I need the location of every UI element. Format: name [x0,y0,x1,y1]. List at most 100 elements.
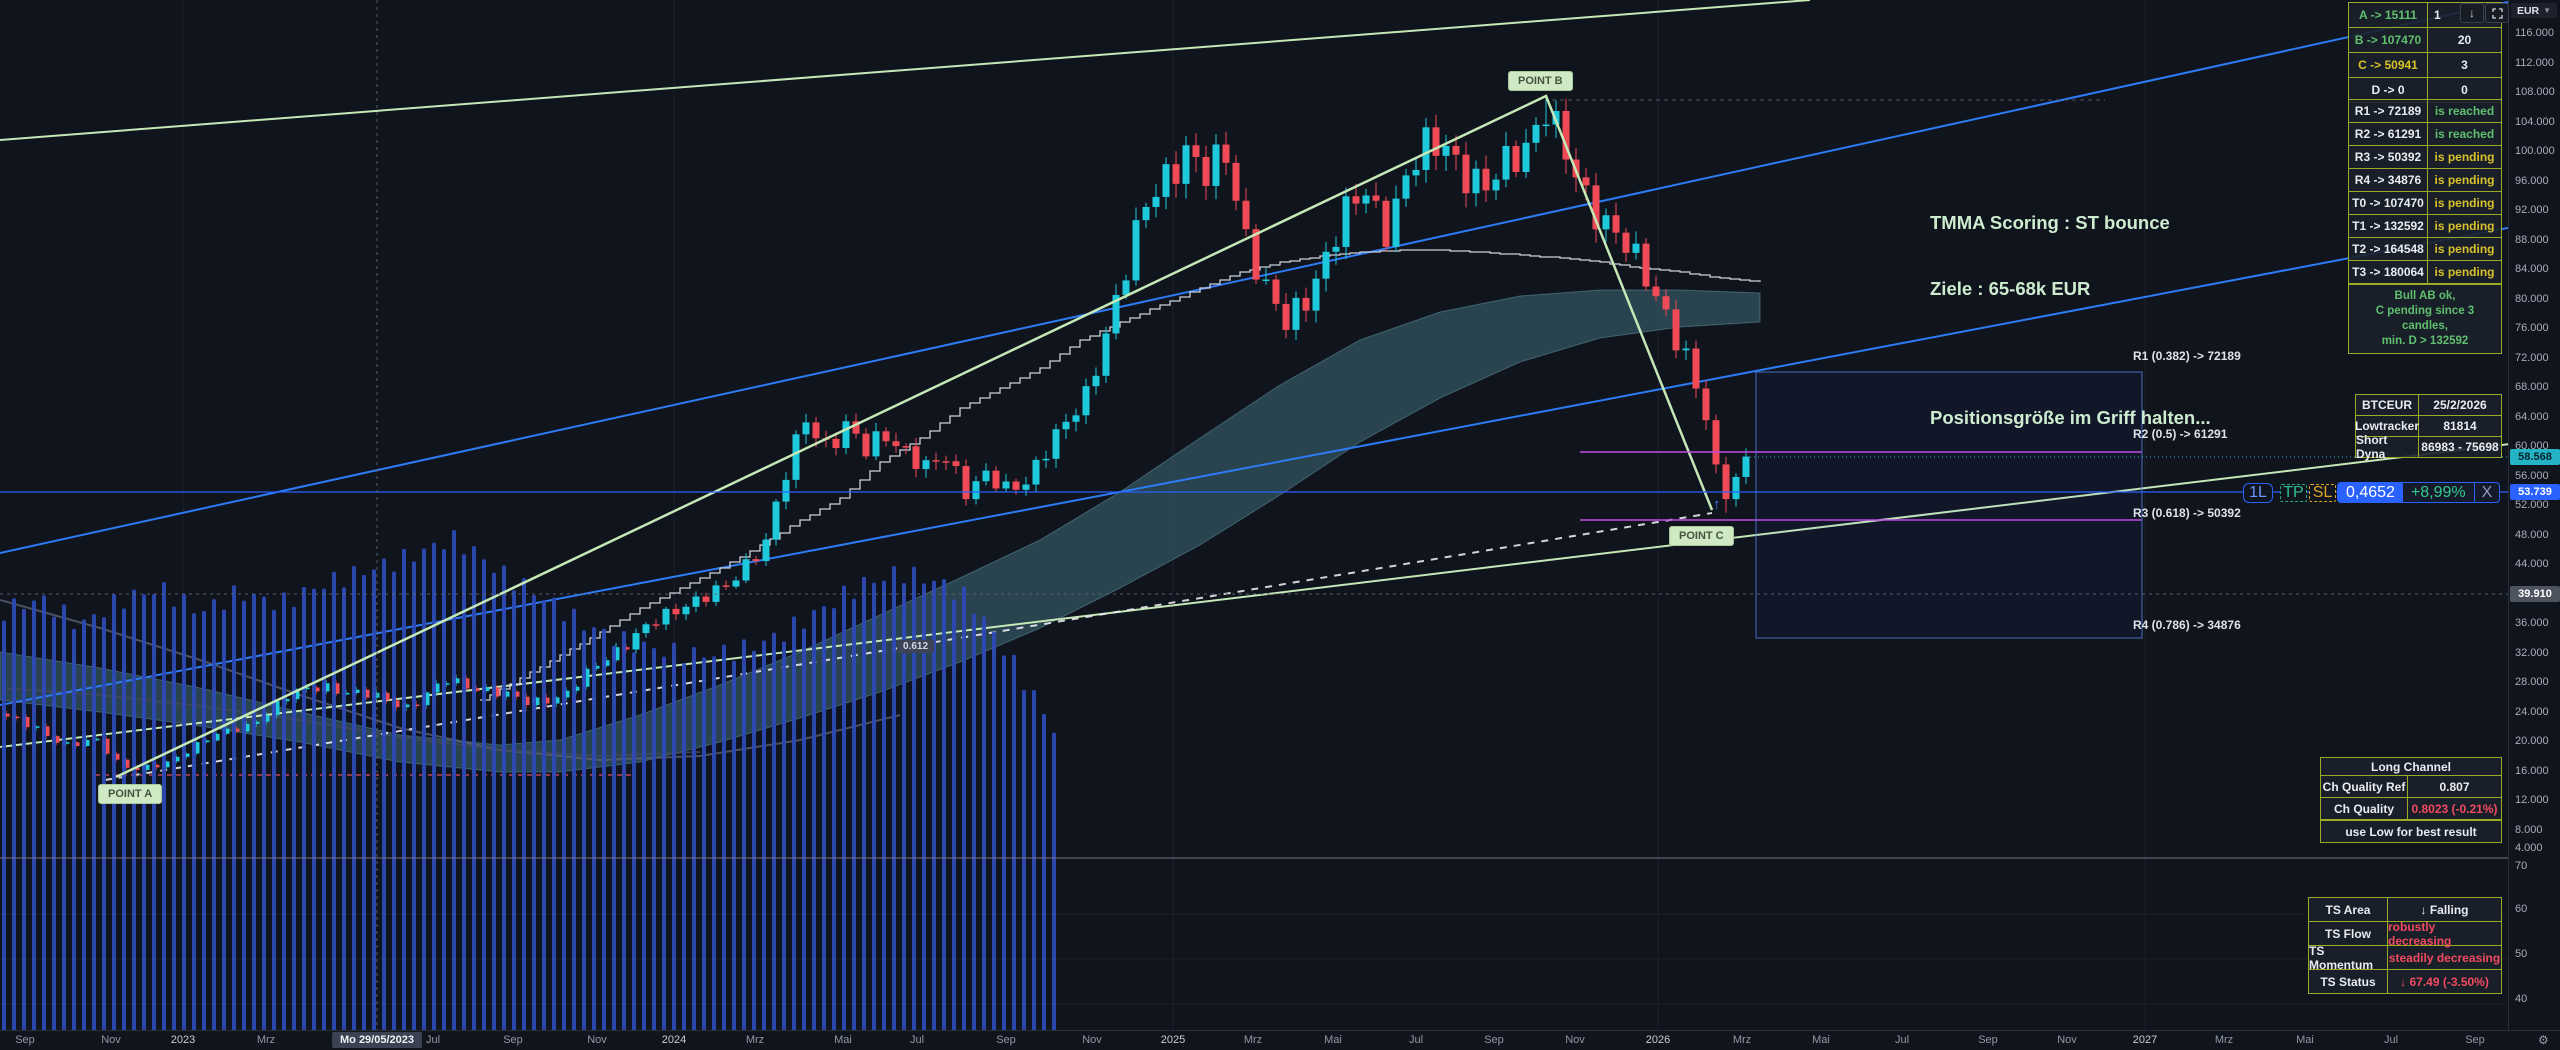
annotation-line-3: Positionsgröße im Griff halten... [1930,407,2211,428]
annotation-line-1: TMMA Scoring : ST bounce [1930,212,2170,233]
ts-row: TS Area ↓ Falling [2309,898,2501,922]
price-tick: 100.000 [2515,145,2555,157]
fullscreen-button[interactable] [2485,3,2509,23]
info-table: BTCEUR 25/2/2026 Lowtracker 81814 Short Dyna… [2355,394,2502,461]
levels-value: is pending [2434,242,2495,256]
time-tick: Jul [909,1034,925,1046]
levels-value: is pending [2434,150,2495,164]
time-tick: Mai [1812,1034,1830,1046]
levels-table: R1 -> 72189 is reached R2 -> 61291 is reach… [2348,99,2502,354]
fib-level-label: R2 (0.5) -> 61291 [2133,427,2228,441]
fullscreen-icon [2491,7,2503,19]
time-tick: Sep [1978,1034,1998,1046]
price-badge: 58.568 [2510,449,2560,465]
ts-value: steadily decreasing [2388,950,2501,965]
time-tick: 2025 [1160,1034,1186,1046]
position-price: 0,4652 [2338,483,2403,502]
info-value: 25/2/2026 [2433,398,2487,412]
price-tick: 116.000 [2515,27,2554,39]
oscillator-tick: 70 [2515,860,2528,872]
close-position-button[interactable]: X [2481,483,2493,501]
price-tick: 56.000 [2515,470,2549,482]
price-tick: 92.000 [2515,204,2549,216]
levels-row: T0 -> 107470 is pending [2349,192,2501,215]
long_channel-value: 0.8023 (-0.21%) [2411,801,2498,816]
long_channel-row: Ch Quality 0.8023 (-0.21%) [2321,798,2501,820]
time-tick: Mrz [256,1034,276,1046]
price-tick: 108.000 [2515,86,2555,98]
price-axis[interactable]: 116.000 112.000 108.000 104.000 100.000 96.00… [2508,0,2560,1030]
levels-key: T0 -> 107470 [2349,192,2428,214]
time-tick: 2027 [2132,1034,2158,1046]
price-badge: 39.910 [2510,586,2560,602]
levels-key: R4 -> 34876 [2349,169,2428,191]
stop-loss-button[interactable]: SL [2309,484,2336,502]
download-icon: ↓ [2469,6,2475,20]
long_channel-footer: use Low for best result [2321,820,2501,842]
time-tick: Mai [1324,1034,1342,1046]
signals-key: B -> 107470 [2349,28,2428,52]
levels-key: T1 -> 132592 [2349,215,2428,237]
signals-row: B -> 107470 20 [2349,28,2501,53]
levels-value: is pending [2434,219,2495,233]
levels-key: T2 -> 164548 [2349,238,2428,260]
ts-row: TS Momentum steadily decreasing [2309,944,2501,972]
long_channel-key: Ch Quality [2321,798,2408,819]
time-tick: Mrz [745,1034,765,1046]
chart-annotation: TMMA Scoring : ST bounce Ziele : 65-68k … [1930,168,2211,451]
ts-key: TS Area [2309,898,2388,921]
price-tick: 96.000 [2515,175,2549,187]
signals-row: D -> 0 0 [2349,78,2501,102]
time-tick: Sep [15,1034,35,1046]
fib-level-label: R1 (0.382) -> 72189 [2133,349,2241,363]
time-tick: Mai [2296,1034,2314,1046]
levels-note: Bull AB ok, C pending since 3 candles, min… [2349,284,2501,353]
levels-row: R3 -> 50392 is pending [2349,146,2501,169]
time-tick: Mrz [1732,1034,1752,1046]
price-tick: 48.000 [2515,529,2549,541]
info-key: BTCEUR [2356,395,2419,415]
levels-value: is pending [2434,196,2495,210]
price-tick: 32.000 [2515,647,2549,659]
annotation-line-2: Ziele : 65-68k EUR [1930,278,2091,299]
levels-value: is reached [2434,104,2495,118]
time-tick: Jul [1894,1034,1910,1046]
crosshair-date-badge: Mo 29/05/2023 [332,1032,422,1048]
long_channel-table-title: Long Channel [2321,758,2501,776]
download-button[interactable]: ↓ [2460,3,2484,23]
signals-value: 20 [2457,33,2472,47]
levels-row: R4 -> 34876 is pending [2349,169,2501,192]
price-tick: 76.000 [2515,322,2549,334]
ts-key: TS Status [2309,970,2388,993]
info-row: Short Dyna 86983 - 75698 [2356,433,2501,461]
time-tick: 2026 [1645,1034,1671,1046]
position-qty-badge[interactable]: 1L [2243,483,2273,503]
time-tick: Sep [2465,1034,2485,1046]
levels-key: T3 -> 180064 [2349,261,2428,283]
axis-settings-gear-icon[interactable]: ⚙ [2538,1033,2549,1047]
point-marker-b: POINT B [1508,71,1573,91]
price-tick: 80.000 [2515,293,2549,305]
price-tick: 64.000 [2515,411,2549,423]
take-profit-button[interactable]: TP [2280,484,2307,502]
price-tick: 16.000 [2515,765,2549,777]
price-badge: 53.739 [2510,484,2560,500]
currency-toggle-button[interactable]: EUR ▼ [2511,3,2557,18]
info-row: BTCEUR 25/2/2026 [2356,395,2501,416]
time-tick: Mai [834,1034,852,1046]
price-tick: 112.000 [2515,57,2554,69]
oscillator-tick: 60 [2515,903,2528,915]
time-tick: 2024 [661,1034,687,1046]
signals-value: 0 [2461,83,2468,97]
levels-row: R1 -> 72189 is reached [2349,100,2501,123]
ts-row: TS Status ↓ 67.49 (-3.50%) [2309,970,2501,993]
position-pnl: +8,99% [2403,483,2475,502]
fib-level-label: R3 (0.618) -> 50392 [2133,506,2241,520]
time-axis[interactable]: Sep Nov 2023 Mrz Jul Sep Nov 2024 Mrz Mai Jul Sep No… [0,1030,2560,1050]
price-tick: 104.000 [2515,116,2555,128]
ts-key: TS Flow [2309,922,2388,945]
long_channel-value: 0.807 [2439,779,2470,794]
chevron-down-icon: ▼ [2543,6,2552,15]
levels-key: R2 -> 61291 [2349,123,2428,145]
